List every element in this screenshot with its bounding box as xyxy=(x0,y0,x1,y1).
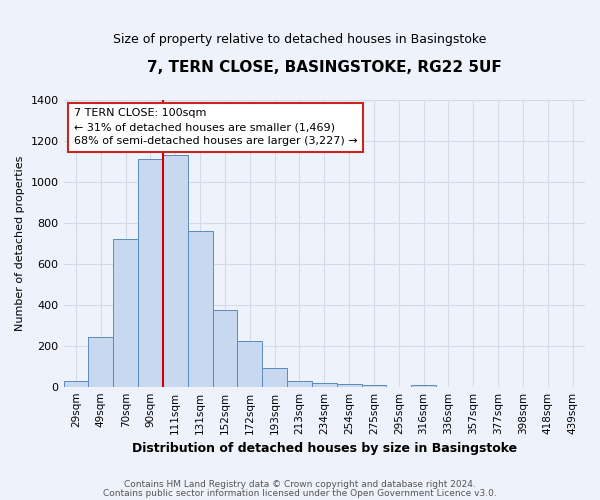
Text: 7 TERN CLOSE: 100sqm
← 31% of detached houses are smaller (1,469)
68% of semi-de: 7 TERN CLOSE: 100sqm ← 31% of detached h… xyxy=(74,108,358,146)
Bar xyxy=(113,239,138,386)
Text: Contains public sector information licensed under the Open Government Licence v3: Contains public sector information licen… xyxy=(103,489,497,498)
Bar xyxy=(262,368,287,386)
Text: Size of property relative to detached houses in Basingstoke: Size of property relative to detached ho… xyxy=(113,32,487,46)
Title: 7, TERN CLOSE, BASINGSTOKE, RG22 5UF: 7, TERN CLOSE, BASINGSTOKE, RG22 5UF xyxy=(147,60,502,75)
Bar xyxy=(287,381,312,386)
Bar xyxy=(163,155,188,386)
Bar xyxy=(138,159,163,386)
X-axis label: Distribution of detached houses by size in Basingstoke: Distribution of detached houses by size … xyxy=(132,442,517,455)
Y-axis label: Number of detached properties: Number of detached properties xyxy=(15,156,25,331)
Bar xyxy=(312,382,337,386)
Bar xyxy=(188,231,212,386)
Bar xyxy=(411,384,436,386)
Bar xyxy=(238,340,262,386)
Bar xyxy=(362,384,386,386)
Bar xyxy=(64,380,88,386)
Bar xyxy=(88,338,113,386)
Text: Contains HM Land Registry data © Crown copyright and database right 2024.: Contains HM Land Registry data © Crown c… xyxy=(124,480,476,489)
Bar xyxy=(212,310,238,386)
Bar xyxy=(337,384,362,386)
